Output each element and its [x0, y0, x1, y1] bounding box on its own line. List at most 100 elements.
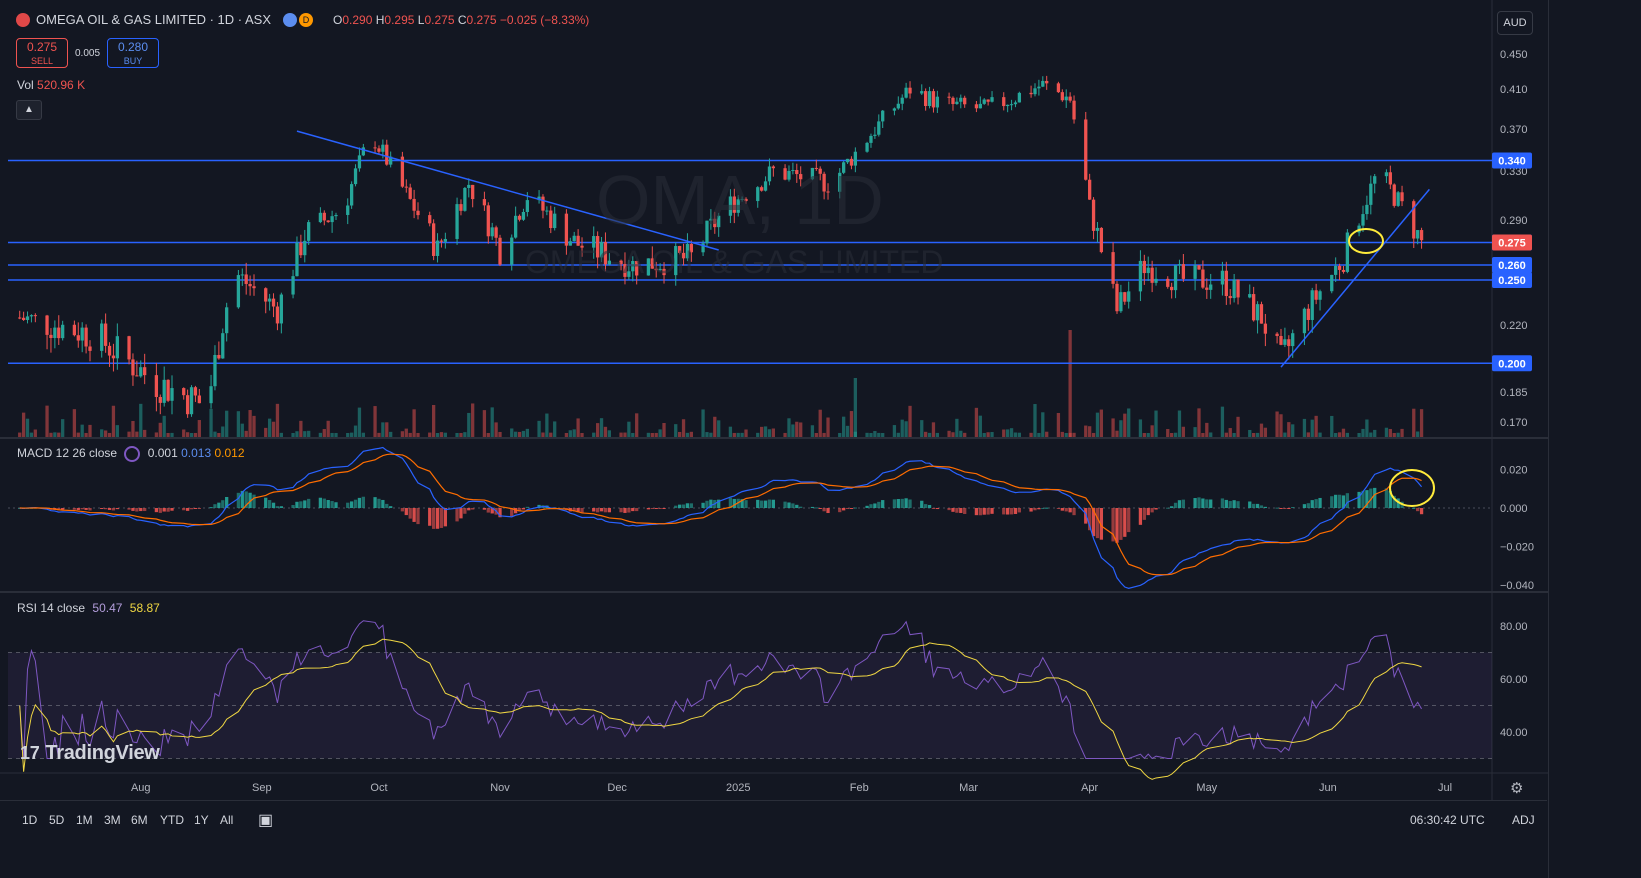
volume-bar	[295, 431, 299, 437]
candle-body	[595, 236, 600, 258]
volume-bar	[744, 429, 748, 437]
macd-histogram-bar	[674, 505, 678, 508]
date-range-calendar-icon[interactable]: ▣	[258, 812, 274, 829]
macd-histogram-bar	[853, 507, 858, 509]
volume-bar	[170, 432, 174, 437]
chart-settings-icon[interactable]: ⚙	[1510, 780, 1524, 797]
macd-histogram-bar	[80, 508, 84, 510]
candle-body	[955, 101, 959, 105]
utc-clock[interactable]: 06:30:42 UTC	[1410, 813, 1485, 827]
candle-body	[1064, 96, 1068, 101]
volume-bar	[252, 415, 256, 437]
volume-bar	[264, 427, 268, 437]
macd-histogram-bar	[1283, 508, 1287, 509]
candle-body	[783, 168, 787, 180]
market-status-icon	[283, 12, 298, 27]
adjustment-toggle[interactable]: ADJ	[1512, 813, 1535, 827]
candle-body	[1384, 172, 1389, 177]
symbol-title[interactable]: OMEGA OIL & GAS LIMITED · 1D · ASX	[36, 12, 272, 27]
buy-button[interactable]: 0.280 BUY	[107, 38, 159, 68]
volume-bar	[21, 412, 26, 437]
volume-bar	[1088, 426, 1092, 437]
candle-body	[1146, 267, 1150, 274]
candle-body	[689, 243, 693, 253]
candle-body	[572, 235, 576, 242]
macd-histogram-bar	[935, 508, 940, 510]
range-3m[interactable]: 3M	[104, 813, 121, 827]
macd-histogram-bar	[1127, 508, 1131, 533]
volume-bar	[842, 416, 846, 437]
range-ytd[interactable]: YTD	[160, 813, 184, 827]
volume-bar	[1154, 410, 1158, 437]
volume-bar	[389, 431, 393, 437]
macd-histogram-bar	[814, 507, 818, 509]
macd-histogram-bar	[838, 508, 842, 513]
time-tick-label: May	[1196, 782, 1217, 794]
macd-histogram-bar	[990, 508, 994, 514]
macd-histogram-bar	[490, 508, 494, 514]
range-6m[interactable]: 6M	[131, 813, 148, 827]
macd-histogram-bar	[525, 506, 529, 508]
macd-histogram-bar	[322, 498, 326, 508]
macd-histogram-bar	[576, 508, 580, 513]
candle-body	[920, 91, 924, 94]
macd-histogram-bar	[100, 508, 104, 509]
range-1y[interactable]: 1Y	[194, 813, 209, 827]
candle-body	[1400, 192, 1404, 202]
volume-bar	[607, 430, 611, 437]
range-5d[interactable]: 5D	[49, 813, 65, 827]
macd-histogram-bar	[1310, 500, 1314, 508]
volume-bar	[307, 430, 311, 437]
macd-histogram-bar	[467, 508, 471, 511]
macd-histogram-bar	[631, 508, 635, 512]
volume-bar	[599, 418, 604, 437]
candle-body	[947, 96, 951, 98]
candle-body	[1205, 287, 1209, 290]
candle-body	[115, 336, 119, 359]
macd-histogram-bar	[1334, 494, 1338, 508]
indicator-settings-icon[interactable]	[124, 446, 141, 462]
macd-histogram-bar	[1232, 500, 1236, 508]
macd-histogram-bar	[685, 503, 690, 508]
currency-selector[interactable]: AUD	[1497, 11, 1533, 35]
macd-histogram-bar	[1392, 495, 1396, 508]
volume-bar	[881, 432, 885, 437]
range-1d[interactable]: 1D	[22, 813, 38, 827]
candle-body	[927, 91, 932, 107]
price-tick-label: 0.410	[1500, 84, 1528, 96]
collapse-legend-button[interactable]: ▲	[16, 100, 42, 120]
candle-body	[728, 196, 733, 216]
macd-histogram-bar	[1255, 503, 1260, 508]
volume-bar	[681, 419, 686, 437]
macd-histogram-bar	[1142, 508, 1146, 520]
macd-histogram-bar	[1345, 493, 1350, 508]
candle-body	[1006, 104, 1010, 107]
candle-body	[213, 354, 217, 387]
candle-body	[439, 240, 444, 242]
macd-histogram-bar	[959, 508, 963, 513]
volume-bar	[107, 432, 112, 437]
candle-body	[1318, 291, 1322, 300]
range-all[interactable]: All	[220, 813, 234, 827]
candle-body	[1392, 184, 1396, 206]
macd-histogram-bar	[1099, 508, 1104, 540]
macd-histogram-bar	[1166, 507, 1170, 509]
candle-body	[592, 236, 596, 248]
macd-histogram-bar	[248, 492, 252, 508]
macd-histogram-bar	[1287, 508, 1291, 509]
range-1m[interactable]: 1M	[76, 813, 93, 827]
volume-bar	[459, 433, 463, 437]
candle-body	[881, 110, 885, 122]
candle-body	[1017, 92, 1022, 103]
candle-body	[576, 235, 580, 246]
macd-histogram-bar	[728, 497, 733, 508]
candle-body	[139, 367, 143, 377]
candle-body	[877, 121, 881, 135]
macd-histogram-bar	[1224, 499, 1228, 508]
macd-histogram-bar	[592, 508, 596, 512]
sell-button[interactable]: 0.275 SELL	[16, 38, 68, 68]
candle-body	[1166, 278, 1170, 287]
volume-bar	[1341, 428, 1346, 437]
macd-histogram-bar	[1220, 498, 1225, 508]
